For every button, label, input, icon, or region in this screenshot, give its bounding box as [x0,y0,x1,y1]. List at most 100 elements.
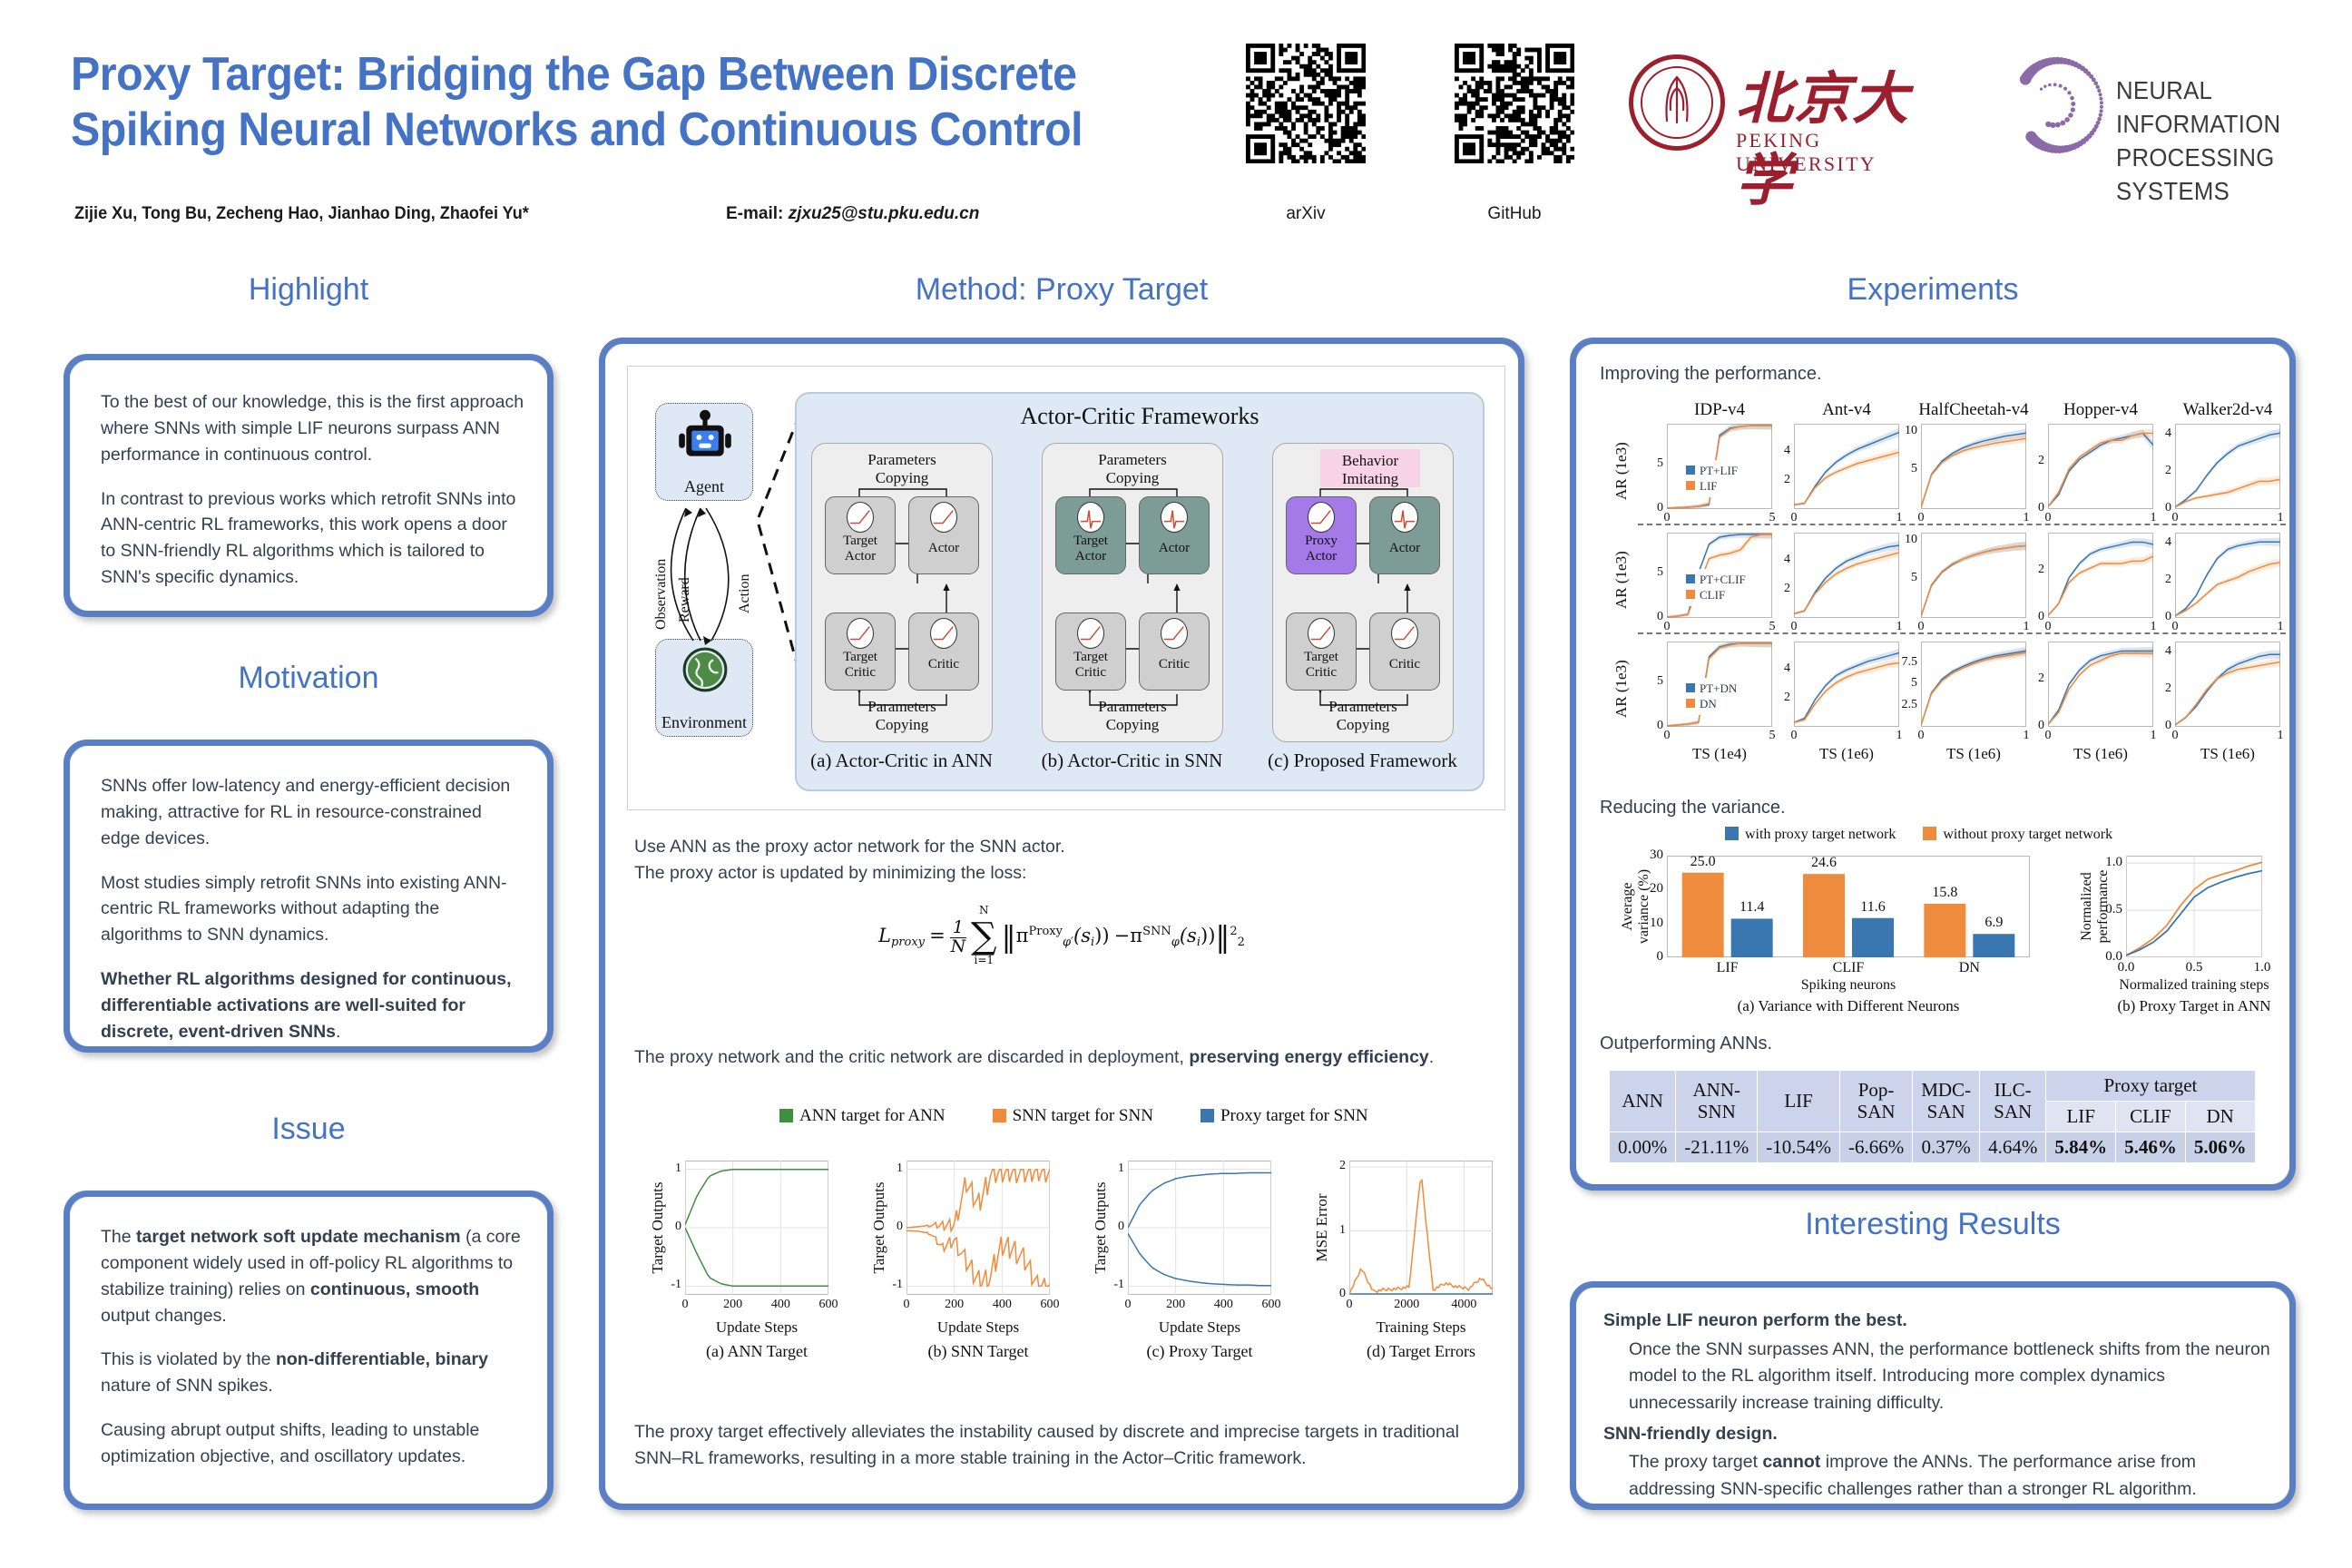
formula-minus: − [1113,925,1131,947]
target-y-axis-label-4: MSE Error [1313,1193,1330,1262]
node-label: Target Actor [1073,534,1108,564]
proxy-loss-formula: Lproxy = 1 N N ∑ i=1 ‖πProxyφ′(si)) −πSN… [605,904,1518,966]
interesting-b2-a: The proxy target [1629,1452,1763,1473]
y-tick: 4 [2165,644,2171,659]
plot-lines [2048,538,2153,617]
x-tick: 0 [1790,729,1798,742]
relu-activation-icon [1161,618,1188,649]
method-line3-a: The proxy network and the critic network… [634,1047,1190,1067]
y-tick: 0 [1657,719,1663,732]
proxy-ann-y-tick: 1.0 [2105,855,2122,870]
issue-paragraph-2: This is violated by the non-differentiab… [101,1347,525,1399]
highlight-paragraph-2: In contrast to previous works which retr… [101,488,516,588]
node-target-critic: Target Critic [825,612,896,691]
y-tick: 2 [1784,690,1790,704]
x-tick: 0 [1917,729,1925,742]
x-tick: 1 [1896,729,1903,742]
column-arrows [1317,488,1411,706]
y-tick: 5 [1657,456,1663,470]
bar-value-label: 6.9 [1984,915,2004,931]
formula-summation: N ∑ i=1 [971,904,997,966]
bar-category-label: DN [1958,960,1980,975]
poster-header: Proxy Target: Bridging the Gap Between D… [0,0,2352,243]
interesting-b2-bold: cannot [1762,1452,1821,1473]
actor-critic-column-1: Parameters Copying Parameters Copying Target… [811,443,993,742]
proxy-ann-x-tick: 0.0 [2117,960,2135,975]
plot-area [1794,642,1899,727]
section-heading-experiments: Experiments [1847,272,2019,307]
table-col-header: ILC- SAN [1979,1070,2047,1132]
agent-label: Agent [684,477,724,495]
target-x-tick: 0 [903,1298,910,1311]
y-tick: 5 [1911,676,1917,690]
variance-y-tick: 30 [1650,848,1663,862]
arxiv-qr-code[interactable] [1246,44,1367,164]
target-x-tick: 4000 [1451,1298,1477,1311]
robot-icon [679,409,731,456]
performance-chart-grid: IDP-v4 Ant-v4 HalfCheetah-v4 Hopper-v4 Walke… [1589,397,2289,778]
node-proxy-actor: Proxy Actor [1286,496,1357,574]
github-qr-code[interactable] [1455,44,1575,164]
proxy-ann-y-axis-label: Normalized performance [2079,869,2111,944]
proxy-ann-x-axis-label: Normalized training steps [2119,977,2269,993]
y-tick: 0 [2165,501,2171,514]
plot-lines [1667,533,1772,618]
chart-walker2d-v4-row-2: 0 2 4 0 1 [2165,533,2284,633]
table-cell-proxy: 5.06% [2184,1132,2256,1163]
plot-lines [1794,427,1899,506]
formula-lhs: L [878,925,891,947]
motivation-question-bold: Whether RL algorithms designed for conti… [101,969,512,1042]
y-tick: 4 [1784,662,1790,676]
target-x-tick: 400 [1213,1298,1233,1311]
variance-chart-caption: (a) Variance with Different Neurons [1737,997,1960,1014]
pku-seal-icon [1629,54,1725,151]
issue-p1-bold: target network soft update mechanism [136,1227,461,1247]
node-critic: Critic [908,612,979,691]
table-cell: -6.66% [1838,1132,1914,1163]
node-label: Target Critic [1304,650,1338,680]
formula-term1-argend: )) [1094,925,1110,947]
neurips-wordmark: NEURAL INFORMATION PROCESSING SYSTEMS [2116,74,2315,209]
bar-category-label: CLIF [1832,960,1865,975]
plot-lines [2048,646,2153,726]
y-tick: 4 [1784,553,1790,567]
column-arrows [1086,488,1181,706]
target-y-tick: -1 [671,1278,681,1292]
node-actor: Actor [1139,496,1210,574]
formula-denominator: N [950,936,966,957]
y-tick: 5 [1657,564,1663,579]
motivation-paragraph-1: SNNs offer low-latency and energy-effici… [101,776,511,848]
node-label: Proxy Actor [1305,534,1338,564]
variance-bars [1681,872,2015,957]
bar-value-label: 11.6 [1860,898,1886,915]
method-panel: Agent Environment Observation Reward Act… [599,338,1524,1510]
interesting-results-panel: Simple LIF neuron perform the best. Once… [1570,1281,2296,1510]
motivation-paragraph-2: Most studies simply retrofit SNNs into e… [101,872,507,946]
formula-term2: π [1130,925,1143,947]
edge-label-reward: Reward [677,577,692,622]
neurips-line2: PROCESSING SYSTEMS [2116,142,2275,205]
y-tick: 2 [1784,581,1790,595]
y-tick: 0 [1657,501,1663,514]
target-plot-caption-4: (d) Target Errors [1366,1342,1476,1360]
x-tick: 1 [2277,511,2284,524]
legend-item-2: SNN target for SNN [992,1106,1153,1126]
x-tick: 0 [1790,511,1798,524]
chart-ant-v4-row-1: 2 4 0 1 [1784,424,1903,524]
table-row: 0.00% -21.11% -10.54% -6.66% 0.37% 4.64% 5.84%… [1608,1132,2256,1163]
target-x-axis-label-2: Update Steps [936,1318,1020,1336]
bar-category-label: LIF [1716,960,1739,975]
method-line3-c: . [1428,1047,1435,1067]
variance-y-tick: 0 [1656,949,1664,964]
environment-box: Environment [655,639,753,737]
target-outputs-legend: ANN target for ANN SNN target for SNN Prox… [779,1106,1368,1126]
y-tick: 5 [1911,571,1917,585]
plot-area [1794,424,1899,509]
node-actor: Actor [1369,496,1440,574]
chart-walker2d-v4-row-1: 0 2 4 0 1 [2165,424,2284,524]
table-proxy-col-header: CLIF [2115,1101,2186,1132]
interesting-body-1: Once the SNN surpasses ANN, the performa… [1629,1338,2270,1413]
spike-activation-icon [1391,502,1418,533]
node-label: Actor [1388,541,1421,555]
plot-lines [1667,642,1772,727]
